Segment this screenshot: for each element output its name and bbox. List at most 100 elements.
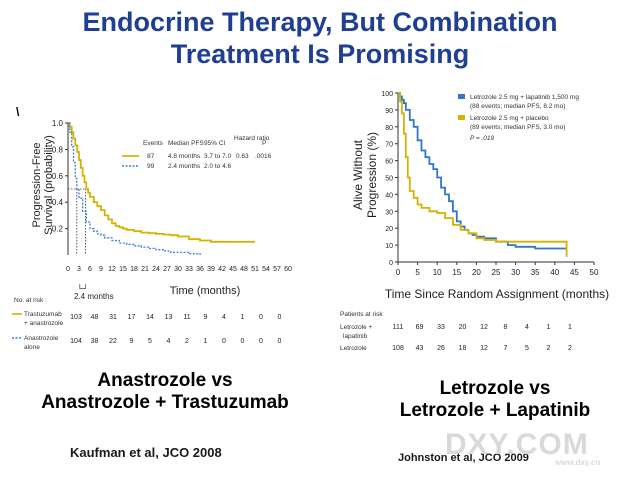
left-at-risk-row1-label2: + anastrozole: [24, 320, 64, 327]
left-at-risk-value: 48: [91, 314, 99, 321]
legend-header-median: Median PFS: [168, 140, 204, 147]
left-at-risk-value: 0: [259, 314, 263, 321]
right-legend: Letrozole 2.5 mg + lapatinib 1,500 mg (8…: [458, 94, 579, 142]
right-at-risk-title: Patients at risk: [340, 311, 383, 318]
left-x-tick-label: 27: [163, 266, 171, 273]
right-y-tick-label: 40: [385, 192, 393, 199]
right-ylabel-line1: Alive Without: [351, 139, 365, 210]
right-at-risk-value: 111: [393, 324, 404, 331]
right-at-risk-value: 8: [504, 324, 508, 331]
left-series-line: [68, 122, 255, 243]
left-at-risk-value: 22: [109, 338, 117, 345]
right-x-tick-label: 15: [452, 268, 461, 277]
legend-row1-ci: 3.7 to 7.0: [204, 153, 231, 160]
right-at-risk-value: 1: [568, 324, 572, 331]
right-y-tick-label: 30: [385, 209, 393, 216]
left-at-risk-value: 2: [185, 338, 189, 345]
right-y-tick-label: 0: [389, 260, 393, 267]
legend-row1-events: 87: [147, 153, 155, 160]
right-series-line: [398, 92, 568, 257]
right-axes: 0 10 20 30 40 50 60 70 80 90 100 0 5 10 15 20 25 30 35 40 45…: [381, 91, 599, 277]
left-at-risk-value: 31: [109, 314, 117, 321]
legend-placebo-line1: Letrozole 2.5 mg + placebo: [470, 115, 549, 122]
right-at-risk-table: Patients at risk Letrozole + lapatinib L…: [340, 311, 572, 352]
left-caption-line1: Anastrozole vs: [97, 370, 233, 391]
left-at-risk-row2-label2: alone: [24, 344, 40, 351]
right-x-tick-label: 25: [492, 268, 501, 277]
right-series-line: [398, 92, 567, 250]
right-at-risk-value: 26: [437, 345, 445, 352]
left-y-tick-label: 0.6: [52, 172, 64, 181]
left-x-tick-label: 12: [108, 266, 116, 273]
right-x-tick-label: 35: [531, 268, 540, 277]
right-series-group: [398, 92, 568, 257]
left-x-tick-label: 21: [141, 266, 149, 273]
left-at-risk-value: 17: [128, 314, 136, 321]
left-y-tick-label: 1.0: [52, 119, 64, 128]
left-x-tick-label: 48: [240, 266, 248, 273]
right-y-tick-label: 10: [385, 243, 393, 250]
left-ylabel-line2: Survival (probability): [43, 135, 55, 235]
right-y-tick-label: 100: [381, 91, 393, 98]
left-x-tick-label: 33: [185, 266, 193, 273]
right-y-tick-label: 50: [385, 176, 393, 183]
left-series-line: [68, 122, 201, 255]
left-at-risk-value: 104: [70, 338, 82, 345]
legend-header-p: P: [262, 140, 266, 147]
left-at-risk-value: 11: [183, 314, 190, 321]
right-at-risk-value: 69: [416, 324, 424, 331]
right-y-tick-label: 70: [385, 142, 393, 149]
left-km-chart: \ Progression-Free Survival (probability…: [12, 105, 292, 351]
right-ylabel-line2: Progression (%): [365, 132, 379, 218]
right-y-tick-label: 20: [385, 226, 393, 233]
right-at-risk-value: 33: [437, 324, 445, 331]
left-at-risk-value: 9: [204, 314, 208, 321]
legend-row2-median: 2.4 months: [168, 163, 201, 170]
left-at-risk-value: 14: [146, 314, 154, 321]
left-median-guides: [68, 188, 86, 255]
right-x-tick-label: 20: [472, 268, 481, 277]
right-at-risk-value: 108: [392, 345, 404, 352]
left-x-tick-label: 45: [229, 266, 237, 273]
left-x-tick-label: 39: [207, 266, 215, 273]
right-at-risk-value: 20: [459, 324, 467, 331]
right-at-risk-value: 2: [547, 345, 551, 352]
legend-swatch-lapatinib: [458, 94, 465, 99]
right-at-risk-row2-label1: Letrozole: [340, 345, 367, 352]
left-x-tick-label: 60: [284, 266, 292, 273]
legend-row2-events: 99: [147, 163, 155, 170]
left-at-risk-value: 4: [222, 314, 226, 321]
right-y-tick-label: 60: [385, 159, 393, 166]
left-at-risk-value: 0: [278, 338, 282, 345]
left-caption: Anastrozole vs Anastrozole + Trastuzumab: [0, 370, 330, 414]
left-x-tick-label: 6: [88, 266, 92, 273]
right-at-risk-value: 12: [480, 324, 488, 331]
left-at-risk-value: 103: [70, 314, 82, 321]
right-citation: Johnston et al, JCO 2009: [398, 452, 529, 464]
left-x-tick-label: 18: [130, 266, 138, 273]
right-at-risk-value: 18: [459, 345, 467, 352]
left-y-tick-label: 0.8: [52, 145, 64, 154]
left-legend-table: Events Median PFS 95% CI Hazard ratio P …: [122, 135, 272, 170]
right-at-risk-value: 43: [416, 345, 424, 352]
left-x-tick-label: 24: [152, 266, 160, 273]
right-p-value: P = .019: [470, 135, 495, 142]
left-xlabel: Time (months): [170, 285, 241, 297]
right-at-risk-row1-label1: Letrozole +: [340, 324, 373, 331]
right-xlabel: Time Since Random Assignment (months): [385, 287, 609, 301]
left-at-risk-value: 0: [278, 314, 282, 321]
left-at-risk-value: 38: [91, 338, 99, 345]
left-x-tick-label: 30: [174, 266, 182, 273]
right-x-tick-label: 40: [550, 268, 559, 277]
left-at-risk-value: 5: [148, 338, 152, 345]
left-at-risk-value: 4: [167, 338, 171, 345]
left-at-risk-table: No. at risk Trastuzumab + anastrozole An…: [12, 297, 282, 351]
left-at-risk-value: 0: [222, 338, 226, 345]
left-y-tick-label: 0.4: [52, 198, 64, 207]
legend-row1-hr: 0.63: [236, 153, 249, 160]
left-at-risk-value: 13: [165, 314, 173, 321]
legend-row1-median: 4.8 months: [168, 153, 201, 160]
watermark-sub: www.dxy.cn: [555, 458, 601, 467]
left-median-marker: └┘: [77, 283, 88, 293]
right-at-risk-value: 5: [525, 345, 529, 352]
